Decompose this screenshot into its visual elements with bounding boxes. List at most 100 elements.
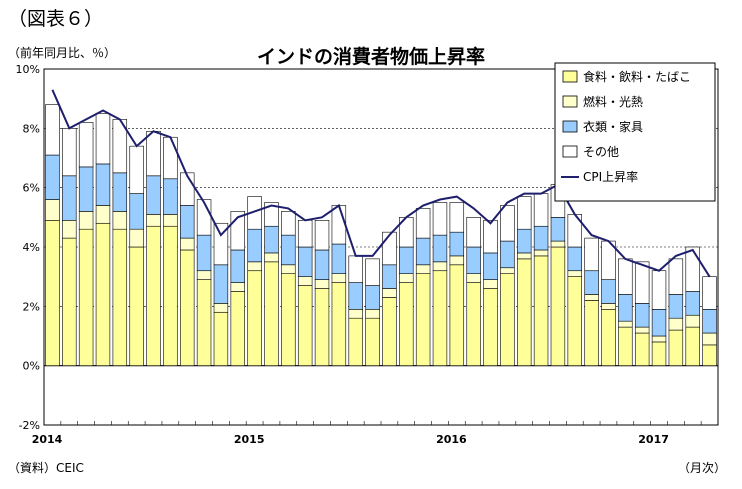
bar-segment-fuel bbox=[163, 214, 178, 227]
legend-label-clothing: 衣類・家具 bbox=[583, 119, 643, 134]
bar-segment-clothing bbox=[146, 175, 161, 215]
bar-segment-clothing bbox=[95, 163, 111, 206]
bar-segment-clothing bbox=[651, 308, 667, 337]
bar-segment-other bbox=[618, 258, 633, 295]
bar-segment-food bbox=[95, 222, 111, 366]
bar-segment-clothing bbox=[62, 175, 77, 221]
bar-segment-other bbox=[62, 128, 77, 177]
bar-segment-food bbox=[230, 291, 245, 366]
bar-segment-food bbox=[651, 341, 667, 366]
bar-segment-food bbox=[62, 237, 77, 366]
bar-segment-food bbox=[78, 228, 94, 366]
bar-segment-fuel bbox=[297, 276, 313, 286]
bar-segment-other bbox=[634, 261, 650, 304]
bar-segment-food bbox=[517, 258, 532, 366]
bar-segment-food bbox=[618, 326, 633, 366]
bar-segment-food bbox=[399, 282, 414, 366]
bar-segment-clothing bbox=[668, 294, 684, 319]
bar-segment-food bbox=[146, 225, 161, 366]
bar-segment-clothing bbox=[685, 291, 700, 316]
bar-segment-food bbox=[550, 246, 566, 366]
bar-segment-other bbox=[685, 246, 700, 292]
bar-segment-fuel bbox=[62, 220, 77, 239]
bar-segment-food bbox=[213, 311, 229, 366]
bar-segment-clothing bbox=[45, 154, 60, 200]
bar-segment-fuel bbox=[449, 255, 465, 266]
bar-segment-fuel bbox=[382, 288, 397, 298]
bar-segment-other bbox=[45, 104, 60, 156]
bar-segment-other bbox=[533, 193, 549, 227]
bar-segment-other bbox=[297, 220, 313, 248]
legend-label-food: 食料・飲料・たばこ bbox=[583, 69, 691, 84]
y-tick-label: 6% bbox=[23, 182, 40, 195]
bar-segment-fuel bbox=[112, 211, 128, 230]
bar-segment-clothing bbox=[533, 225, 549, 251]
bar-segment-food bbox=[348, 317, 363, 366]
bar-segment-clothing bbox=[348, 282, 363, 310]
bar-segment-clothing bbox=[550, 217, 566, 242]
bar-segment-food bbox=[247, 270, 262, 366]
source-label: （資料）CEIC bbox=[8, 461, 84, 475]
bar-segment-fuel bbox=[129, 228, 144, 248]
bar-segment-other bbox=[146, 131, 161, 177]
bar-segment-fuel bbox=[567, 270, 582, 277]
y-unit-label: （前年同月比、％） bbox=[8, 46, 117, 60]
bar-segment-clothing bbox=[567, 246, 582, 272]
bar-segment-fuel bbox=[230, 282, 245, 292]
bar-segment-food bbox=[331, 282, 347, 366]
bar-segment-food bbox=[584, 300, 599, 366]
bar-segment-other bbox=[196, 199, 212, 236]
bar-segment-clothing bbox=[78, 166, 94, 212]
cpi-line bbox=[51, 89, 711, 278]
x-year-label: 2016 bbox=[436, 433, 467, 446]
bar-segment-fuel bbox=[95, 205, 111, 224]
bar-segment-food bbox=[685, 326, 700, 366]
chart-title: インドの消費者物価上昇率 bbox=[256, 46, 485, 68]
bar-segment-fuel bbox=[500, 267, 515, 274]
legend-label-cpi: CPI上昇率 bbox=[583, 169, 638, 184]
bar-segment-fuel bbox=[584, 294, 599, 301]
bar-segment-other bbox=[331, 205, 347, 245]
legend-label-fuel: 燃料・光熱 bbox=[583, 94, 643, 109]
bar-segment-clothing bbox=[399, 246, 414, 275]
bar-segment-food bbox=[45, 220, 60, 366]
bar-segment-clothing bbox=[281, 234, 296, 266]
bar-segment-other bbox=[415, 208, 431, 239]
bar-segment-other bbox=[264, 202, 279, 227]
bar-segment-other bbox=[348, 255, 363, 283]
bar-segment-fuel bbox=[146, 214, 161, 227]
bar-segment-clothing bbox=[432, 234, 448, 263]
bar-segment-food bbox=[281, 273, 296, 366]
bar-segment-food bbox=[432, 270, 448, 366]
bar-segment-fuel bbox=[618, 320, 633, 328]
bar-segment-food bbox=[382, 297, 397, 366]
bar-segment-other bbox=[584, 237, 599, 272]
bar-segment-fuel bbox=[466, 273, 481, 283]
bar-segment-food bbox=[180, 249, 195, 366]
bar-segment-clothing bbox=[112, 172, 128, 212]
bar-segment-clothing bbox=[517, 228, 532, 254]
bar-segment-other bbox=[129, 145, 144, 194]
y-tick-label: 10% bbox=[16, 63, 40, 76]
bar-segment-food bbox=[466, 282, 481, 366]
x-unit-label: （月次） bbox=[677, 461, 726, 475]
bar-segment-fuel bbox=[533, 249, 549, 257]
x-year-label: 2014 bbox=[32, 433, 63, 446]
legend-swatch-fuel bbox=[562, 95, 578, 108]
bar-segment-other bbox=[483, 220, 498, 254]
bar-segment-fuel bbox=[702, 332, 717, 346]
bar-segment-fuel bbox=[517, 252, 532, 260]
bar-segment-fuel bbox=[399, 273, 414, 283]
bar-segment-clothing bbox=[483, 252, 498, 280]
bar-segment-fuel bbox=[348, 308, 363, 319]
bar-segment-other bbox=[668, 258, 684, 295]
bar-segment-fuel bbox=[432, 261, 448, 272]
bar-segment-other bbox=[213, 222, 229, 266]
bar-segment-fuel bbox=[651, 335, 667, 343]
bar-segment-clothing bbox=[584, 270, 599, 295]
bar-segment-food bbox=[129, 246, 144, 366]
bar-segment-clothing bbox=[129, 193, 144, 230]
y-tick-label: 0% bbox=[23, 360, 40, 373]
